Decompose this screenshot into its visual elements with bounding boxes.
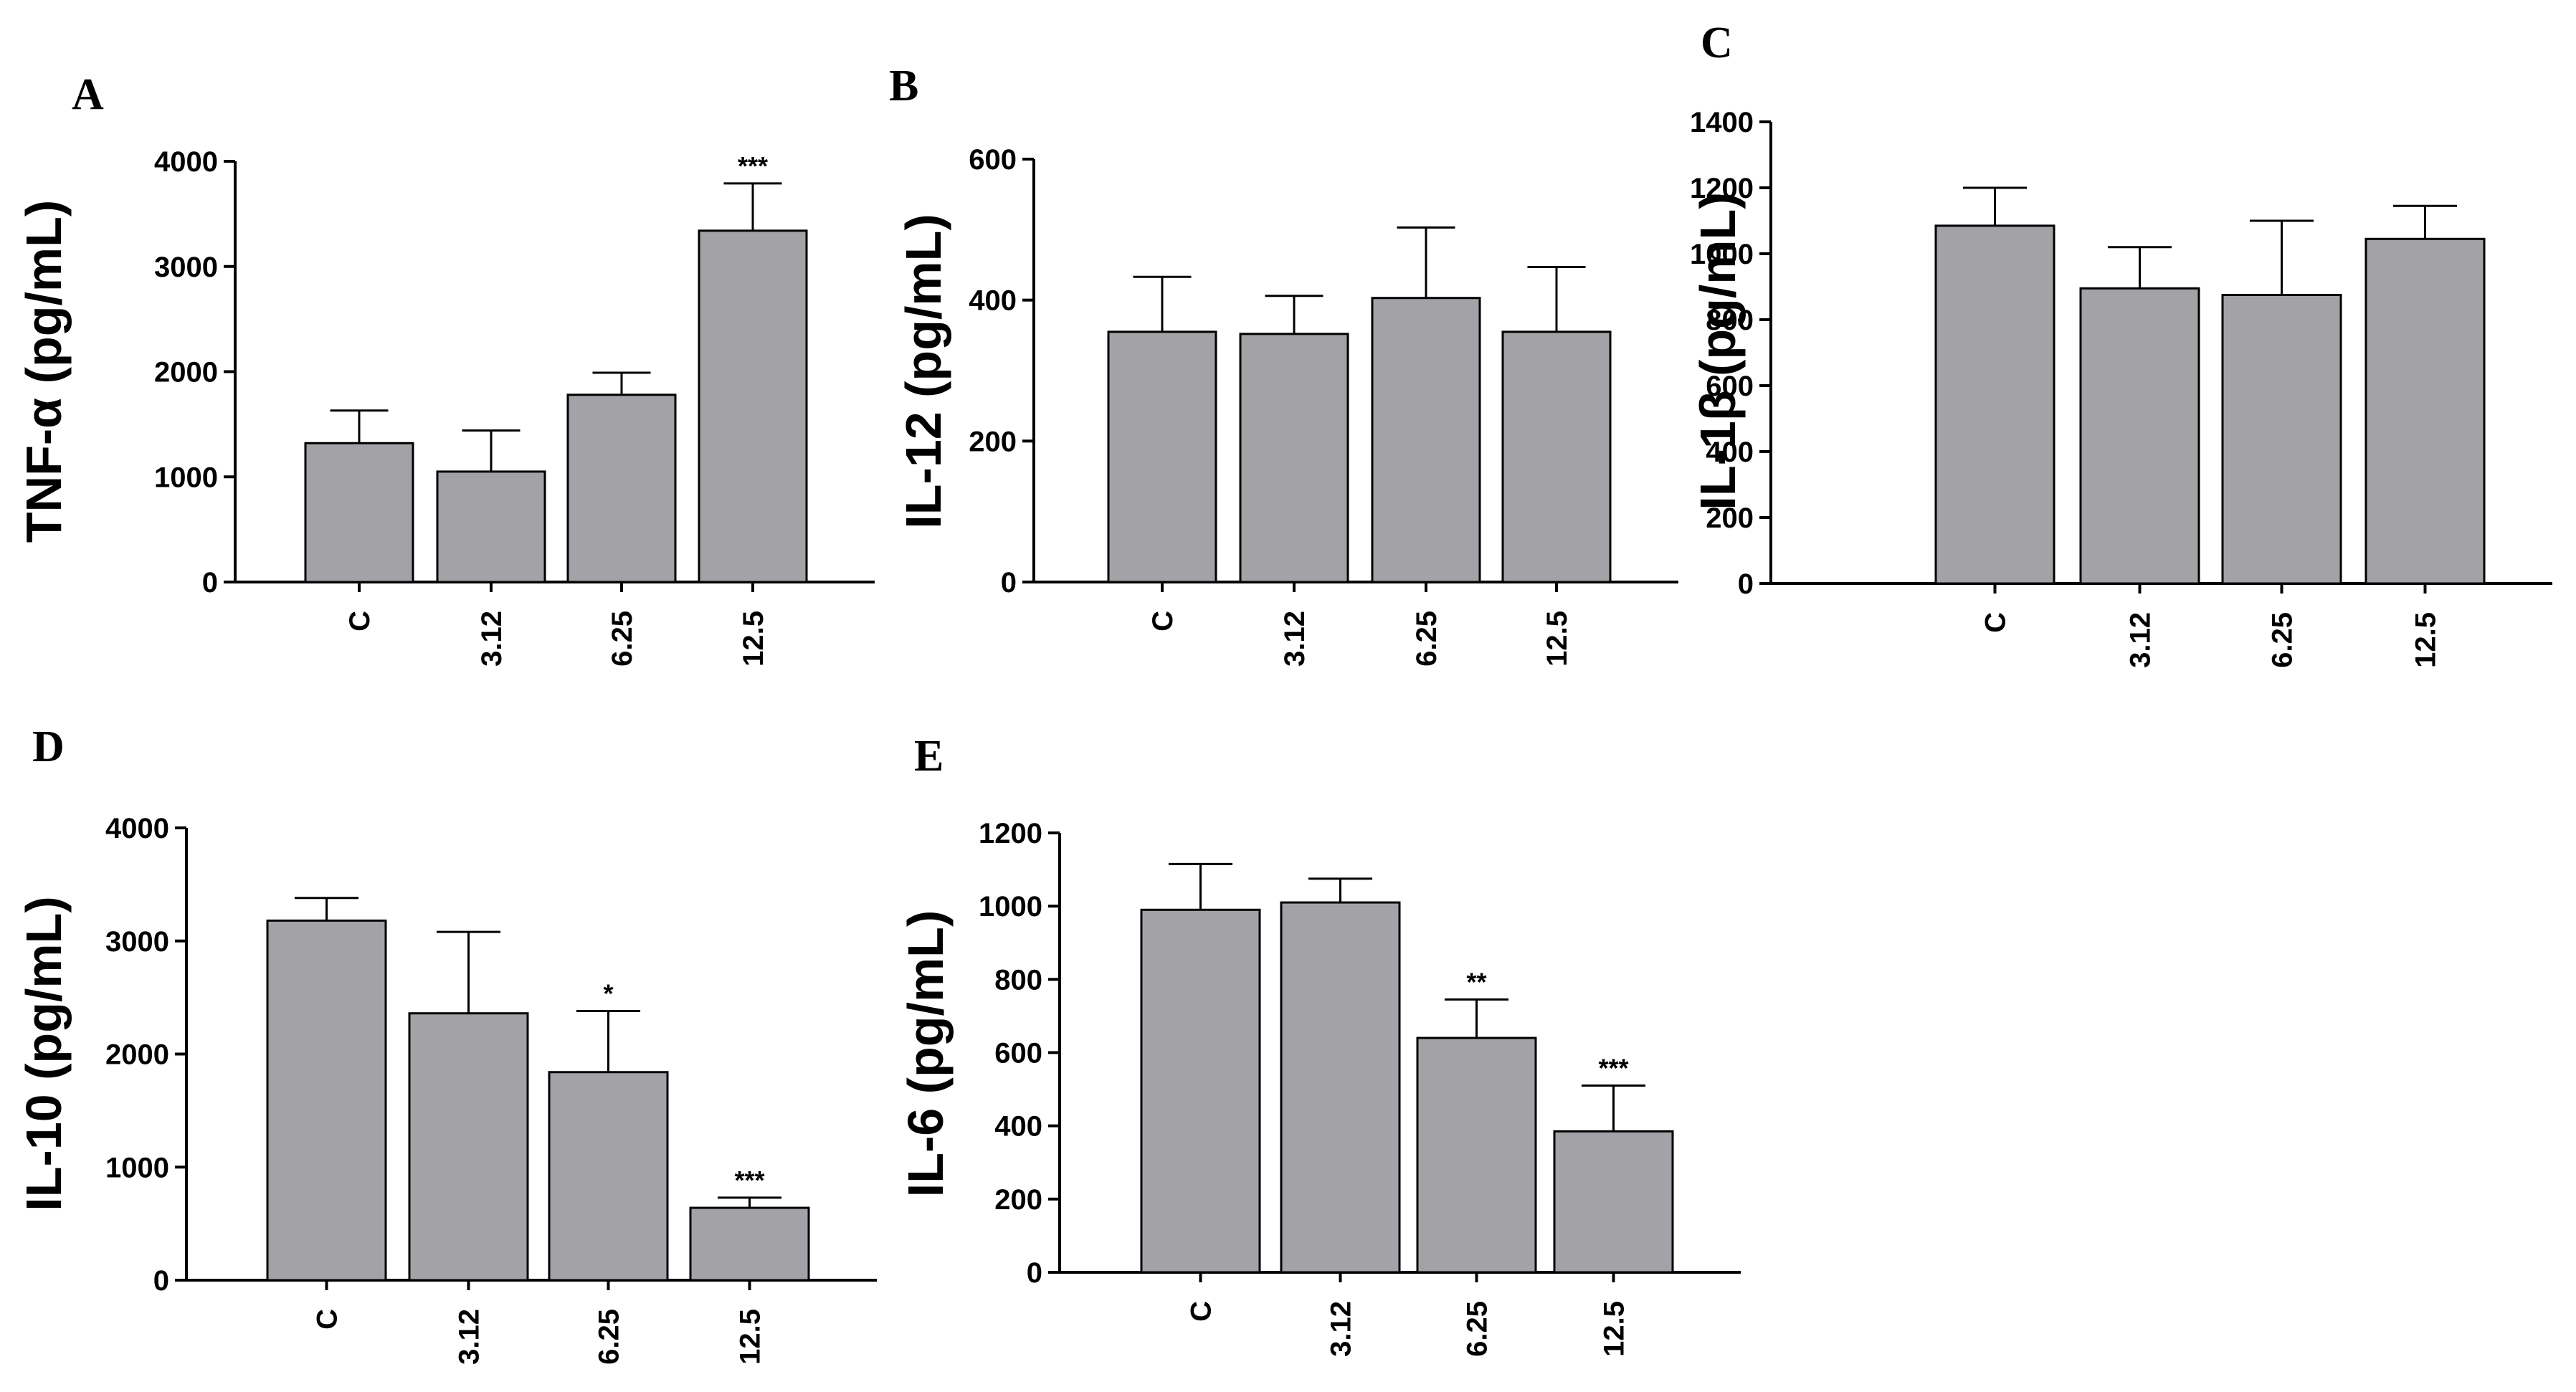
panel-a-category-label-1: 3.12: [476, 611, 508, 667]
panel-e-category-label-3: 12.5: [1599, 1301, 1630, 1357]
panel-c-y-tick-label: 200: [1706, 502, 1754, 534]
panel-a-y-tick-label: 1000: [154, 462, 218, 493]
panel-a-y-tick-label: 3000: [154, 252, 218, 283]
panel-b-y-tick-label: 400: [969, 285, 1017, 317]
panel-e-y-tick-label: 800: [994, 964, 1042, 996]
panel-d-y-axis-label: IL-10 (pg/mL): [16, 896, 72, 1211]
panel-c-y-tick-label: 1000: [1690, 239, 1754, 270]
panel-e-y-tick-label: 1000: [979, 891, 1042, 923]
panel-e-bar-0: [1140, 908, 1261, 1274]
panel-b-category-label-3: 12.5: [1541, 611, 1573, 667]
panel-c-y-tick-label: 1400: [1690, 107, 1754, 138]
panel-e-y-tick-label: 600: [994, 1038, 1042, 1069]
panel-d-significance-3: ***: [734, 1165, 764, 1195]
panel-a-y-tick-label: 0: [202, 567, 218, 599]
panel-e: E IL-6 (pg/mL) 0 200 400 600 800 1000 1200 C 3.12 *…: [898, 732, 1741, 1357]
panel-e-y-tick-label: 0: [1027, 1257, 1042, 1289]
panel-b-letter: B: [889, 62, 918, 110]
panel-e-bar-1: [1280, 901, 1401, 1274]
panel-e-letter: E: [914, 732, 944, 781]
panel-b-bar-0: [1107, 330, 1217, 583]
panel-e-y-axis-label: IL-6 (pg/mL): [898, 910, 954, 1197]
panel-a: A TNF-α (pg/mL) 0 1000 2000 3000 4000 C 3.12 6.25…: [16, 70, 875, 667]
panel-b-y-axis-label: IL-12 (pg/mL): [895, 214, 951, 528]
panel-d-bar-1: [408, 1012, 529, 1282]
panel-e-y-tick-label: 1200: [979, 818, 1042, 849]
panel-a-category-label-2: 6.25: [607, 611, 638, 667]
panel-e-y-tick-label: 400: [994, 1111, 1042, 1143]
panel-e-bar-3: [1553, 1130, 1674, 1274]
panel-b-bar-3: [1501, 330, 1612, 583]
panel-c-bar-3: [2364, 237, 2486, 585]
panel-a-bar-0: [304, 442, 414, 583]
panel-d-significance-2: *: [603, 979, 613, 1009]
panel-e-category-label-1: 3.12: [1326, 1301, 1357, 1357]
panel-d-y-tick-label: 3000: [105, 926, 169, 958]
panel-d-category-label-1: 3.12: [454, 1309, 485, 1365]
panel-d-y-tick-label: 4000: [105, 813, 169, 844]
panel-a-bar-1: [436, 470, 546, 583]
panel-d-category-label-2: 6.25: [594, 1309, 625, 1365]
panel-e-significance-3: ***: [1598, 1053, 1628, 1082]
panel-a-y-tick-label: 4000: [154, 146, 218, 178]
panel-e-significance-2: **: [1466, 967, 1486, 996]
panel-a-letter: A: [72, 70, 104, 119]
panel-c-category-label-2: 6.25: [2267, 612, 2299, 668]
panel-a-bar-2: [566, 394, 677, 583]
panel-d-category-label-3: 12.5: [735, 1309, 766, 1365]
panel-c-category-label-0: C: [1980, 612, 2012, 633]
panel-a-category-label-3: 12.5: [738, 611, 769, 667]
panel-c-bar-0: [1934, 224, 2055, 585]
panel-c-y-axis-label: IL-1β (pg/mL): [1690, 192, 1746, 510]
panel-c-y-tick-label: 1200: [1690, 173, 1754, 204]
panel-a-y-tick-label: 2000: [154, 357, 218, 388]
panel-d-y-tick-label: 0: [153, 1265, 169, 1297]
panel-c-y-tick-label: 800: [1706, 305, 1754, 336]
panel-d-y-tick-label: 1000: [105, 1152, 169, 1183]
panel-a-category-label-0: C: [344, 611, 376, 631]
panel-e-category-label-0: C: [1186, 1301, 1217, 1322]
panel-d: D IL-10 (pg/mL) 0 1000 2000 3000 4000 C 3.12 * 6.2…: [16, 723, 877, 1365]
panel-c-category-label-1: 3.12: [2125, 612, 2157, 668]
panel-b-category-label-0: C: [1147, 611, 1179, 631]
panel-c-bar-1: [2079, 287, 2200, 585]
panel-b-bar-2: [1371, 297, 1481, 583]
panel-b-category-label-1: 3.12: [1279, 611, 1311, 667]
panel-b-bar-1: [1239, 333, 1349, 583]
panel-d-bar-0: [266, 919, 387, 1282]
panel-a-y-axis-label: TNF-α (pg/mL): [16, 200, 72, 543]
panel-c-category-label-3: 12.5: [2410, 612, 2442, 668]
panel-b-y-tick-label: 600: [969, 144, 1017, 176]
panel-b-category-label-2: 6.25: [1411, 611, 1443, 667]
panel-d-letter: D: [32, 723, 65, 771]
panel-a-bar-3: [698, 229, 808, 583]
panel-d-category-label-0: C: [312, 1309, 343, 1330]
panel-b-y-tick-label: 200: [969, 426, 1017, 457]
panel-c-letter: C: [1701, 19, 1733, 67]
panel-d-bar-2: [548, 1071, 669, 1282]
panel-c-y-tick-label: 0: [1738, 568, 1754, 600]
panel-b: B IL-12 (pg/mL) 0 200 400 600 C 3.12 6.25 12.5: [889, 62, 1678, 667]
panel-c-y-tick-label: 600: [1706, 371, 1754, 402]
panel-a-significance-3: ***: [738, 151, 768, 181]
panel-e-y-tick-label: 200: [994, 1184, 1042, 1216]
panel-e-bar-2: [1416, 1036, 1537, 1274]
panel-c-y-tick-label: 400: [1706, 437, 1754, 468]
panel-d-bar-3: [689, 1206, 810, 1282]
panel-c-bar-2: [2221, 294, 2342, 585]
panel-b-y-tick-label: 0: [1001, 567, 1017, 599]
panel-e-category-label-2: 6.25: [1462, 1301, 1493, 1357]
panel-c: C IL-1β (pg/mL) 0 200 400 600 800 1000 1200 1400 C…: [1690, 19, 2552, 668]
panel-d-y-tick-label: 2000: [105, 1039, 169, 1071]
